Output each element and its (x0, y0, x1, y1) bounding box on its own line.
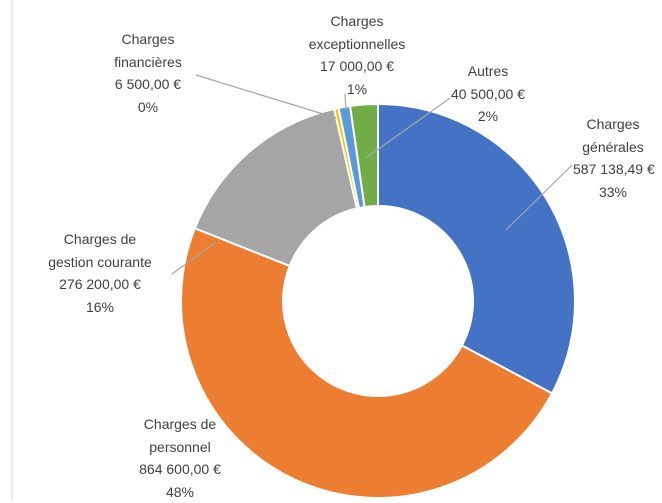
leader-line (344, 93, 347, 111)
data-label: Charges exceptionnelles 17 000,00 €1% (308, 13, 406, 97)
leader-line (195, 74, 337, 119)
leader-line (171, 241, 217, 275)
leader-lines (171, 74, 573, 275)
data-label: Charges de personnel 864 600,00 €48% (139, 416, 221, 500)
slice (348, 102, 379, 209)
slices (180, 102, 576, 499)
slice (180, 227, 554, 499)
leader-line (505, 164, 573, 231)
data-label: Charges de gestion courante 276 200,00 €1… (48, 231, 152, 315)
data-label: Charges financières 6 500,00 €0% (114, 31, 182, 115)
slice (193, 107, 359, 268)
data-label: Autres 40 500,00 €2% (451, 63, 525, 124)
slice (377, 102, 576, 395)
leader-line (365, 97, 451, 159)
data-label: Charges générales 587 138,49 €33% (573, 116, 655, 200)
